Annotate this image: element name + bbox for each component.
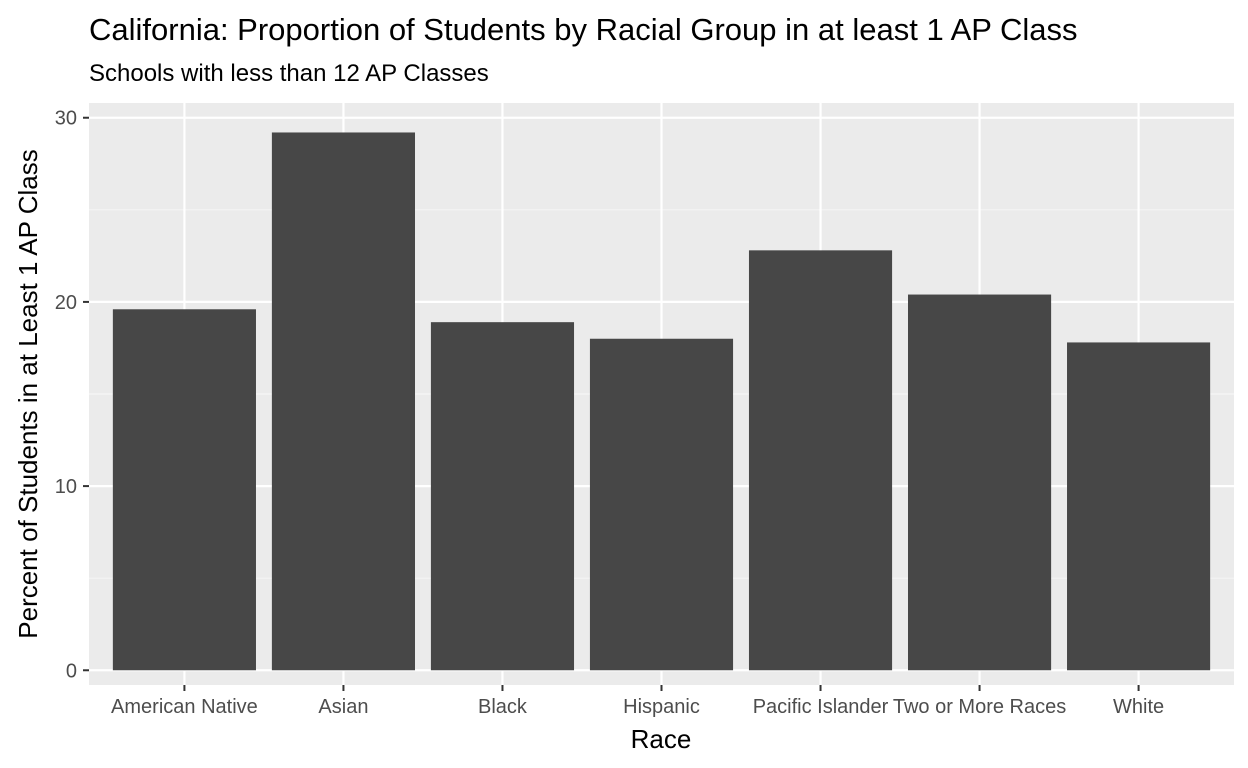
bar-two-or-more-races [907,294,1052,671]
y-tick-label: 0 [66,660,77,682]
x-axis: American Native Asian Black Hispanic Pacific… [111,685,1164,718]
x-tick-label: White [1113,696,1164,718]
x-tick-label: Black [478,696,528,718]
x-axis-title: Race [631,724,692,754]
x-tick-label: Hispanic [623,696,700,718]
bar-pacific-islander [748,250,893,671]
y-tick-label: 20 [55,292,77,314]
y-tick-label: 10 [55,476,77,498]
y-axis: 0 10 20 30 [55,108,89,682]
chart-title: California: Proportion of Students by Ra… [89,12,1078,47]
bar-white [1067,342,1211,671]
x-tick-label: Asian [318,696,368,718]
bars [112,132,1211,671]
chart-subtitle: Schools with less than 12 AP Classes [89,60,489,87]
y-axis-title: Percent of Students in at Least 1 AP Cla… [13,149,43,638]
y-tick-label: 30 [55,108,77,130]
bar-hispanic [589,338,734,671]
bar-black [430,322,575,671]
x-tick-label: American Native [111,696,258,718]
bar-american-native [112,309,256,671]
bar-asian [271,132,416,671]
x-tick-label: Two or More Races [893,696,1066,718]
x-tick-label: Pacific Islander [753,696,889,718]
